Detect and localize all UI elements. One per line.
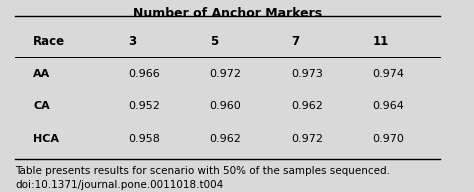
Text: doi:10.1371/journal.pone.0011018.t004: doi:10.1371/journal.pone.0011018.t004 — [15, 180, 223, 190]
Text: 11: 11 — [373, 35, 389, 48]
Text: 5: 5 — [210, 35, 218, 48]
Text: Table presents results for scenario with 50% of the samples sequenced.: Table presents results for scenario with… — [15, 166, 390, 176]
Text: 0.964: 0.964 — [373, 101, 404, 111]
Text: 0.970: 0.970 — [373, 134, 404, 144]
Text: CA: CA — [33, 101, 50, 111]
Text: 0.966: 0.966 — [128, 69, 160, 79]
Text: 0.962: 0.962 — [210, 134, 241, 144]
Text: 0.973: 0.973 — [291, 69, 323, 79]
Text: 0.958: 0.958 — [128, 134, 160, 144]
Text: 0.972: 0.972 — [291, 134, 323, 144]
Text: 0.974: 0.974 — [373, 69, 404, 79]
Text: 0.962: 0.962 — [291, 101, 323, 111]
Text: 7: 7 — [291, 35, 299, 48]
Text: 0.972: 0.972 — [210, 69, 242, 79]
Text: 0.960: 0.960 — [210, 101, 241, 111]
Text: Number of Anchor Markers: Number of Anchor Markers — [133, 7, 322, 20]
Text: AA: AA — [33, 69, 50, 79]
Text: 3: 3 — [128, 35, 136, 48]
Text: HCA: HCA — [33, 134, 59, 144]
Text: Race: Race — [33, 35, 65, 48]
Text: 0.952: 0.952 — [128, 101, 160, 111]
